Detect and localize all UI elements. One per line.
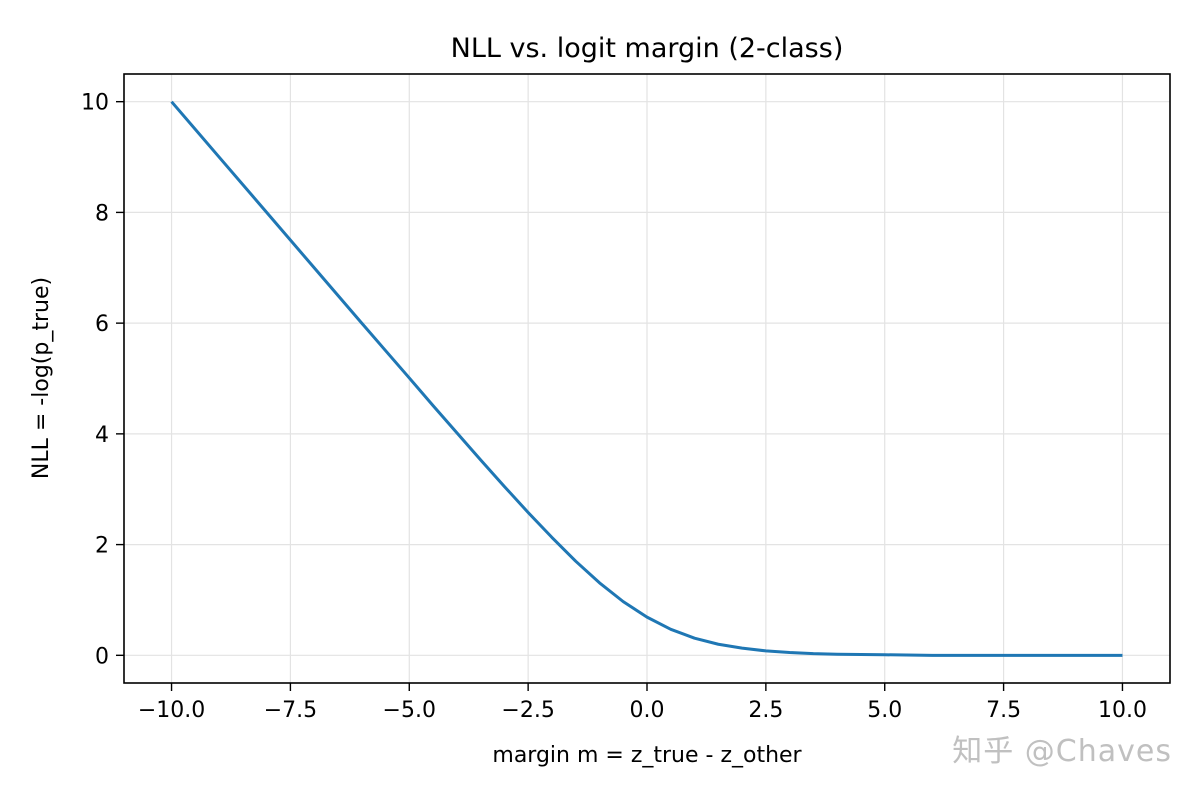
y-tick-label: 6 — [95, 312, 109, 337]
x-axis: −10.0 −7.5 −5.0 −2.5 0.0 2.5 5.0 7.5 10.0 — [138, 683, 1147, 723]
y-tick-label: 0 — [95, 644, 109, 669]
x-tick-label: −7.5 — [264, 698, 317, 723]
x-tick-label: −10.0 — [138, 698, 205, 723]
y-tick-label: 8 — [95, 201, 109, 226]
y-tick-label: 4 — [95, 423, 109, 448]
y-axis: 0 2 4 6 8 10 — [81, 91, 124, 669]
plot-area — [170, 100, 1123, 657]
x-tick-label: 10.0 — [1098, 698, 1147, 723]
chart-title: NLL vs. logit margin (2-class) — [451, 33, 844, 64]
x-tick-label: 2.5 — [748, 698, 783, 723]
x-tick-label: 5.0 — [867, 698, 902, 723]
x-tick-label: −5.0 — [383, 698, 436, 723]
y-tick-label: 10 — [81, 91, 109, 116]
grid — [124, 74, 1170, 683]
y-axis-label: NLL = -log(p_true) — [29, 277, 54, 479]
y-tick-label: 2 — [95, 534, 109, 559]
x-axis-label: margin m = z_true - z_other — [492, 743, 802, 768]
x-tick-label: 0.0 — [630, 698, 665, 723]
watermark: 知乎 @Chaves — [952, 734, 1172, 769]
series-line — [170, 100, 1123, 657]
x-tick-label: −2.5 — [501, 698, 554, 723]
x-tick-label: 7.5 — [986, 698, 1021, 723]
